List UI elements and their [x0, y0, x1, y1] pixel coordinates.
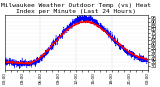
Title: Milwaukee Weather Outdoor Temp (vs) Heat Index per Minute (Last 24 Hours): Milwaukee Weather Outdoor Temp (vs) Heat… — [1, 3, 151, 14]
